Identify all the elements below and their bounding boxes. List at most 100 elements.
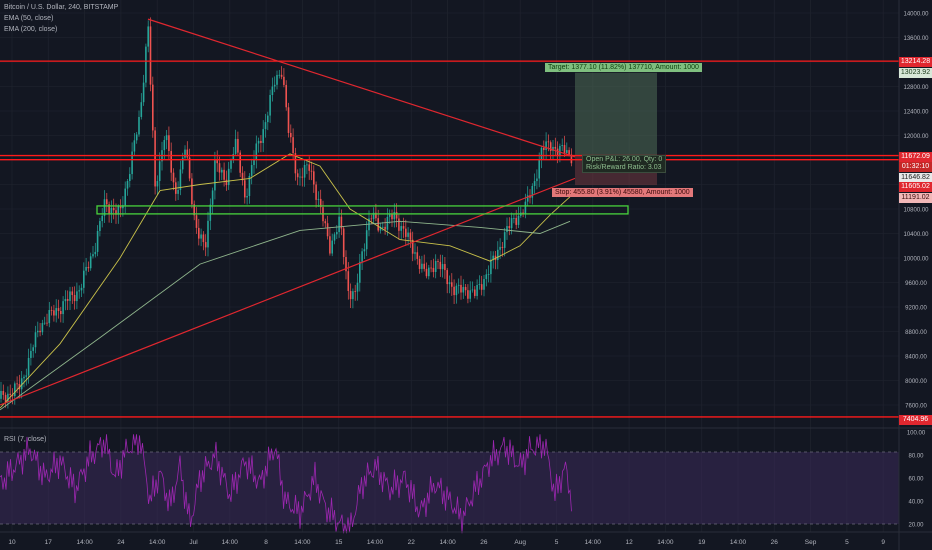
- candle-body: [336, 232, 338, 235]
- ema200-line: [0, 220, 571, 411]
- rsi-tick-label: 20.00: [908, 523, 924, 529]
- price-tag-stop: 11191.02: [899, 193, 932, 203]
- candle-body: [290, 132, 292, 138]
- candle-body: [188, 157, 191, 179]
- candle-body: [253, 159, 255, 166]
- candle-body: [83, 270, 85, 288]
- candle-body: [78, 290, 80, 292]
- candle-body: [260, 140, 262, 143]
- time-tick-label: 14:00: [585, 539, 602, 546]
- time-tick-label: 10: [8, 539, 16, 546]
- candle-body: [209, 204, 212, 221]
- candle-body: [531, 186, 534, 198]
- candle-body: [273, 84, 276, 87]
- candle-body: [227, 168, 230, 186]
- candle-body: [237, 138, 239, 153]
- open-pnl-text: Open P&L: 26.00, Qty: 0: [586, 156, 663, 163]
- support-zone-box[interactable]: [96, 205, 629, 215]
- candle-body: [329, 236, 331, 254]
- candle-body: [460, 284, 462, 293]
- rsi-tick-label: 40.00: [908, 500, 924, 506]
- ema50-legend[interactable]: EMA (50, close): [4, 15, 54, 22]
- price-tag-current: 11672.09: [899, 152, 932, 162]
- candle-body: [50, 310, 53, 311]
- trendline[interactable]: [0, 177, 576, 406]
- candle-body: [361, 251, 363, 262]
- candle-body: [402, 226, 405, 229]
- candle-body: [39, 330, 41, 333]
- price-tag-resistance: 13214.28: [899, 57, 932, 67]
- candle-body: [444, 264, 446, 271]
- candle-body: [455, 285, 458, 296]
- price-tick-label: 12000.00: [903, 134, 929, 140]
- candle-body: [230, 160, 232, 169]
- candle-body: [41, 323, 44, 333]
- trendline[interactable]: [147, 18, 576, 158]
- candle-body: [66, 298, 69, 301]
- rsi-legend[interactable]: RSI (7, close): [4, 436, 47, 443]
- candle-body: [349, 291, 352, 300]
- candle-body: [147, 26, 149, 47]
- price-tick-label: 8800.00: [905, 330, 927, 336]
- candle-body: [276, 74, 278, 85]
- time-tick-label: 22: [408, 539, 416, 546]
- candle-body: [400, 226, 402, 231]
- candle-body: [285, 84, 287, 108]
- candle-body: [154, 130, 156, 187]
- candle-body: [191, 178, 193, 205]
- time-axis[interactable]: 10 17 14:00 24 14:00 Jul 14:00 8 14:00 15 14:00 22 1…: [8, 539, 885, 546]
- candle-body: [32, 347, 34, 351]
- candle-body: [441, 264, 444, 270]
- drawings[interactable]: [0, 18, 899, 418]
- candle-body: [179, 169, 182, 190]
- candle-body: [55, 308, 57, 316]
- candle-body: [202, 234, 205, 243]
- time-tick-label: 15: [335, 539, 343, 546]
- candle-body: [101, 215, 103, 222]
- candle-body: [106, 199, 108, 205]
- rsi-band: [0, 452, 899, 524]
- rsi-axis[interactable]: 100.00 80.00 60.00 40.00 20.00: [907, 431, 926, 529]
- time-tick-label: 26: [771, 539, 779, 546]
- candle-body: [99, 221, 101, 231]
- time-tick-label: 19: [698, 539, 706, 546]
- candle-body: [246, 195, 248, 198]
- candle-body: [333, 234, 336, 241]
- candle-body: [172, 172, 175, 183]
- price-tick-label: 12800.00: [903, 85, 929, 91]
- candle-body: [552, 146, 554, 151]
- candle-body: [448, 282, 451, 285]
- candle-body: [432, 267, 435, 273]
- price-tag-support: 11605.02: [899, 182, 932, 192]
- candle-body: [365, 230, 368, 250]
- candle-body: [384, 226, 386, 230]
- ema200-legend[interactable]: EMA (200, close): [4, 26, 58, 33]
- candle-body: [2, 390, 5, 395]
- candle-body: [526, 195, 529, 202]
- candle-body: [347, 271, 350, 292]
- time-tick-label: Aug: [514, 539, 526, 546]
- candle-body: [16, 383, 18, 385]
- candle-body: [490, 259, 492, 275]
- candle-body: [165, 135, 168, 141]
- candle-body: [513, 218, 515, 219]
- candle-body: [377, 218, 379, 231]
- candle-body: [425, 268, 428, 277]
- candle-body: [30, 350, 32, 358]
- price-tag-bottom: 7404.96: [899, 415, 932, 425]
- profit-zone[interactable]: [575, 72, 657, 156]
- candle-body: [395, 211, 398, 219]
- candle-body: [168, 135, 170, 152]
- candle-body: [158, 161, 161, 182]
- candle-body: [506, 226, 508, 233]
- candle-body: [467, 290, 469, 299]
- candle-body: [73, 294, 76, 302]
- candle-body: [280, 74, 283, 77]
- candle-body: [545, 141, 547, 151]
- candle-body: [96, 230, 99, 252]
- candle-body: [313, 171, 315, 185]
- candle-body: [14, 383, 16, 397]
- candle-body: [89, 256, 92, 269]
